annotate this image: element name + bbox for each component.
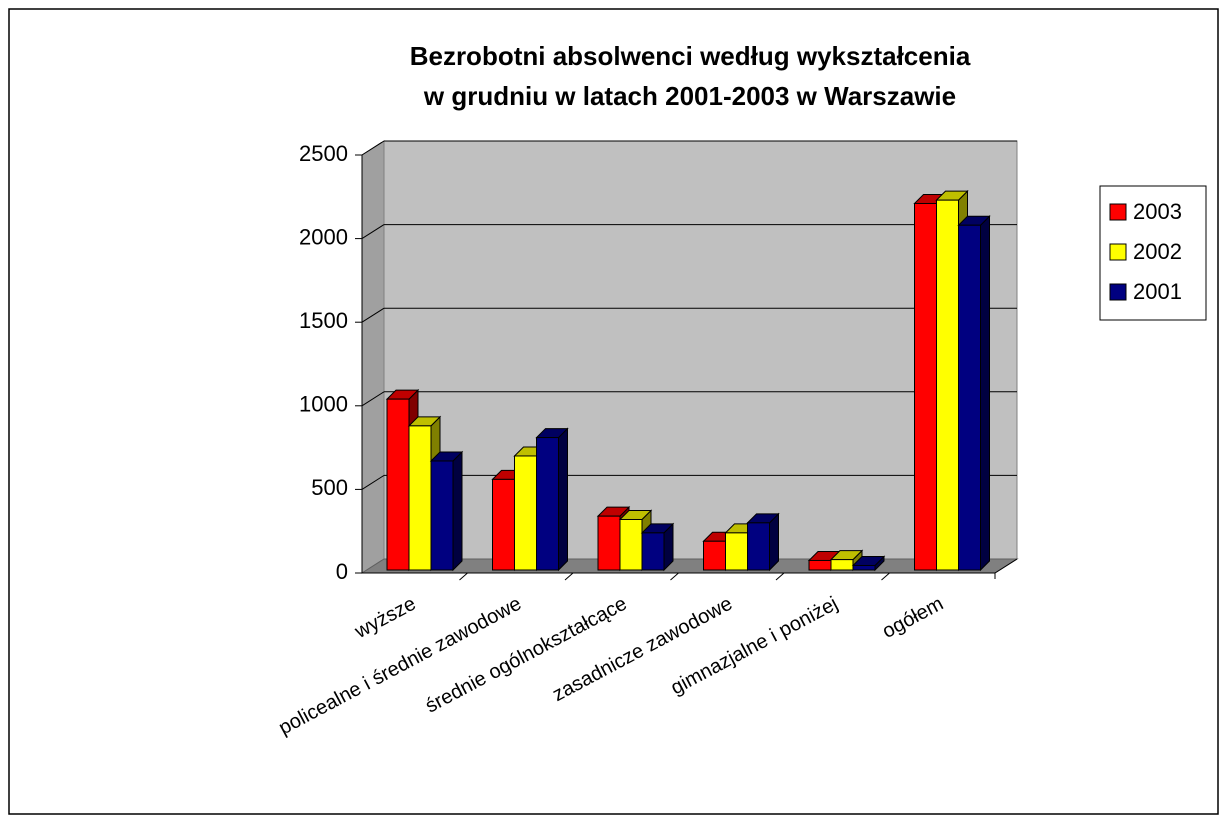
chart-title: w grudniu w latach 2001-2003 w Warszawie: [423, 81, 956, 111]
bar-front: [852, 564, 876, 571]
bar-front: [597, 515, 621, 571]
chart-title: Bezrobotni absolwenci według wykształcen…: [410, 41, 971, 71]
grid-line: [361, 224, 385, 240]
x-tick: [670, 572, 679, 581]
y-tick-label: 2000: [299, 224, 348, 249]
bar: [640, 522, 675, 572]
bar-front: [914, 202, 937, 571]
floor-edge: [994, 558, 1018, 574]
bar-front: [808, 559, 832, 571]
bar: [851, 555, 886, 572]
legend-swatch: [1109, 203, 1127, 221]
y-tick-label: 0: [336, 559, 348, 584]
bar: [535, 427, 569, 572]
x-tick: [459, 572, 468, 581]
bar-front: [936, 199, 959, 571]
bar-front: [641, 532, 665, 571]
y-tick-label: 1000: [299, 392, 348, 417]
bar: [746, 512, 780, 572]
bar-side: [769, 512, 779, 572]
x-tick: [775, 572, 785, 581]
bar-side: [452, 450, 463, 572]
side-wall: [361, 140, 385, 574]
legend-label: 2001: [1133, 279, 1182, 304]
bar-side: [980, 215, 990, 572]
x-tick: [881, 572, 890, 581]
bar-front: [619, 518, 643, 571]
y-tick-label: 1500: [299, 308, 348, 333]
grid-line: [361, 474, 385, 490]
bar: [429, 450, 464, 572]
bar-side: [558, 427, 568, 572]
bar-front: [747, 522, 770, 571]
bar-front: [386, 398, 410, 571]
bar-front: [492, 478, 515, 571]
bar-front: [725, 532, 748, 571]
x-tick: [564, 572, 574, 581]
bar-front: [703, 540, 726, 571]
legend-label: 2002: [1133, 239, 1182, 264]
bar-front: [514, 455, 537, 571]
grid-line: [361, 391, 385, 407]
y-tick-label: 2500: [299, 141, 348, 166]
bar-front: [408, 425, 432, 571]
legend-swatch: [1109, 283, 1127, 301]
legend-swatch: [1109, 243, 1127, 261]
y-tick-label: 500: [311, 475, 348, 500]
bar-front: [830, 559, 854, 571]
bar-front: [430, 460, 454, 571]
grid-line: [361, 140, 385, 156]
grid-line: [361, 307, 385, 323]
bar-front: [958, 224, 981, 571]
bar-front: [536, 437, 559, 571]
bar: [957, 215, 991, 572]
legend-label: 2003: [1133, 199, 1182, 224]
